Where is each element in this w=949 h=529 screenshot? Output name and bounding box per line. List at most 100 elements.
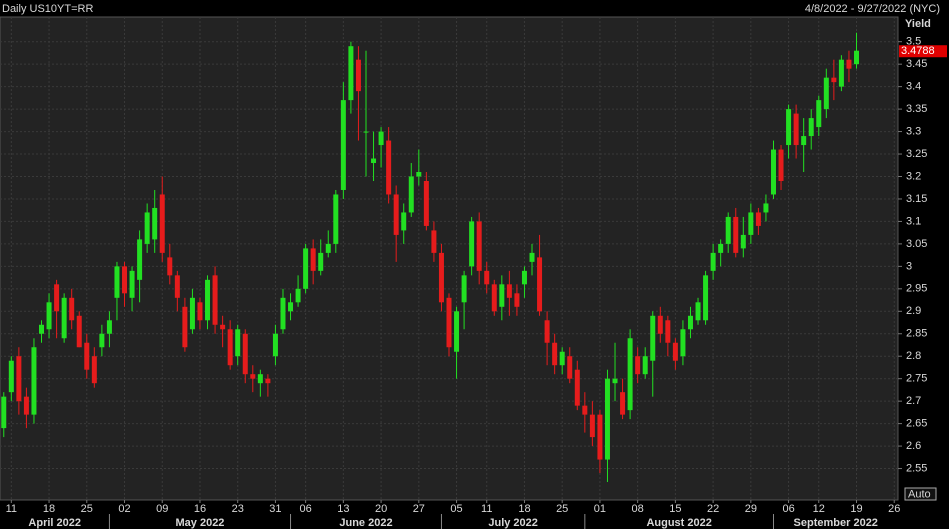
x-tick-label: 31 <box>269 503 281 515</box>
x-tick-label: 08 <box>632 503 644 515</box>
candle-body <box>461 275 467 303</box>
candle-body <box>408 176 414 213</box>
candle-body <box>423 180 429 226</box>
candle-body <box>227 329 233 366</box>
candle-body <box>695 302 701 321</box>
candle-body <box>205 279 211 321</box>
candle-body <box>76 315 82 348</box>
scale-mode-label[interactable]: Auto <box>908 488 931 500</box>
candle-body <box>220 324 226 330</box>
x-tick-label: 13 <box>337 503 349 515</box>
x-tick-label: 12 <box>813 503 825 515</box>
y-tick-label: 2.9 <box>906 305 921 317</box>
y-tick-label: 2.95 <box>906 283 927 295</box>
x-tick-label: 02 <box>118 503 130 515</box>
candle-body <box>16 356 22 402</box>
y-tick-label: 3.3 <box>906 125 921 137</box>
candle-body <box>272 333 278 357</box>
candle-body <box>589 414 595 438</box>
x-tick-label: 23 <box>232 503 244 515</box>
candle-body <box>159 194 165 253</box>
candle-body <box>476 221 482 271</box>
candle-body <box>333 194 339 244</box>
y-tick-label: 3.2 <box>906 170 921 182</box>
y-tick-label: 3.25 <box>906 148 927 160</box>
candle-body <box>235 329 241 357</box>
x-tick-label: 06 <box>782 503 794 515</box>
candle-body <box>310 248 316 271</box>
chart-title: Daily US10YT=RR <box>2 3 93 15</box>
x-tick-label: 15 <box>669 503 681 515</box>
candle-body <box>642 356 648 375</box>
candle-body <box>793 113 799 146</box>
candle-body <box>69 297 75 321</box>
candle-body <box>378 131 384 146</box>
candle-body <box>778 149 784 181</box>
plot-area <box>0 16 899 501</box>
candle-body <box>23 396 29 415</box>
candle-body <box>635 356 641 375</box>
candle-body <box>167 257 173 276</box>
x-tick-label: 05 <box>450 503 462 515</box>
candle-body <box>491 284 497 312</box>
candle-body <box>808 118 814 137</box>
candle-body <box>1 396 7 429</box>
candle-body <box>182 306 188 348</box>
y-tick-label: 3.4 <box>906 81 921 93</box>
candle-body <box>61 297 67 339</box>
last-price-box <box>899 45 947 58</box>
y-tick-label: 2.6 <box>906 440 921 452</box>
candle-body <box>846 59 852 69</box>
y-tick-label: 3.5 <box>906 36 921 48</box>
month-label: August 2022 <box>646 517 711 529</box>
candle-body <box>469 221 475 267</box>
candle-body <box>537 257 543 312</box>
x-tick-label: 01 <box>594 503 606 515</box>
scale-mode-button[interactable] <box>904 487 937 501</box>
candle-body <box>348 46 354 101</box>
y-tick-label: 3.15 <box>906 193 927 205</box>
candle-body <box>129 270 135 298</box>
candle-body <box>733 216 739 253</box>
x-tick-label: 20 <box>375 503 387 515</box>
month-label: July 2022 <box>488 517 538 529</box>
candle-body <box>325 243 331 253</box>
x-tick-label: 29 <box>745 503 757 515</box>
candle-body <box>318 252 324 271</box>
candle-body <box>680 329 686 357</box>
x-tick-label: 19 <box>850 503 862 515</box>
candle-body <box>212 275 218 325</box>
candle-body <box>801 136 807 146</box>
candle-body <box>363 131 369 133</box>
candle-body <box>687 315 693 330</box>
x-tick-label: 06 <box>299 503 311 515</box>
y-tick-label: 2.55 <box>906 462 927 474</box>
candle-body <box>340 100 346 190</box>
candle-body <box>748 212 754 235</box>
x-tick-label: 26 <box>888 503 900 515</box>
candle-body <box>612 378 618 384</box>
candle-body <box>250 374 256 379</box>
candle-body <box>438 252 444 303</box>
x-tick-label: 09 <box>156 503 168 515</box>
candle-body <box>91 356 97 384</box>
candle-body <box>39 324 45 334</box>
y-tick-label: 2.8 <box>906 350 921 362</box>
month-label: September 2022 <box>794 517 878 529</box>
candle-body <box>725 216 731 244</box>
candle-body <box>853 50 859 65</box>
candle-body <box>574 369 580 406</box>
x-tick-label: 25 <box>556 503 568 515</box>
candle-body <box>454 311 460 352</box>
candle-body <box>604 378 610 460</box>
candle-body <box>718 243 724 253</box>
x-tick-label: 22 <box>707 503 719 515</box>
candle-body <box>257 374 263 384</box>
x-tick-label: 25 <box>81 503 93 515</box>
x-tick-label: 16 <box>194 503 206 515</box>
candle-body <box>84 342 90 370</box>
candle-body <box>567 356 573 379</box>
candle-body <box>265 378 271 384</box>
y-tick-label: 2.75 <box>906 373 927 385</box>
x-tick-label: 11 <box>6 503 17 515</box>
